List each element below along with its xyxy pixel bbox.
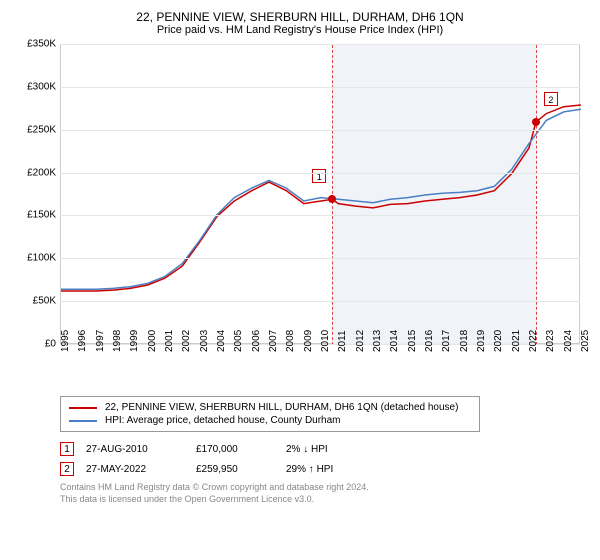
x-axis-label: 1995: [60, 330, 78, 352]
x-axis-label: 2016: [424, 330, 442, 352]
gridline: [60, 87, 580, 88]
y-axis-label: £100K: [20, 253, 56, 264]
tx-price: £170,000: [196, 444, 286, 455]
x-axis-label: 2015: [407, 330, 425, 352]
x-axis-label: 1999: [129, 330, 147, 352]
y-axis-label: £200K: [20, 167, 56, 178]
x-axis-label: 2022: [528, 330, 546, 352]
x-axis-label: 2002: [181, 330, 199, 352]
tx-num: 2: [60, 462, 74, 476]
series-line: [61, 109, 581, 289]
y-axis-label: £300K: [20, 81, 56, 92]
tx-diff: 2% ↓ HPI: [286, 444, 366, 455]
legend-swatch: [69, 407, 97, 409]
credit-text: Contains HM Land Registry data © Crown c…: [60, 482, 580, 505]
x-axis-label: 2018: [459, 330, 477, 352]
x-axis-label: 2023: [545, 330, 563, 352]
x-axis-label: 2017: [441, 330, 459, 352]
x-axis-label: 2014: [389, 330, 407, 352]
gridline: [60, 130, 580, 131]
legend: 22, PENNINE VIEW, SHERBURN HILL, DURHAM,…: [60, 396, 480, 432]
x-axis-label: 2013: [372, 330, 390, 352]
credit-line-2: This data is licensed under the Open Gov…: [60, 494, 580, 506]
x-axis-label: 2021: [511, 330, 529, 352]
x-axis-label: 2003: [199, 330, 217, 352]
gridline: [60, 301, 580, 302]
chart-title: 22, PENNINE VIEW, SHERBURN HILL, DURHAM,…: [20, 10, 580, 24]
x-axis-label: 2011: [337, 330, 355, 352]
x-axis-label: 2020: [493, 330, 511, 352]
legend-label: 22, PENNINE VIEW, SHERBURN HILL, DURHAM,…: [105, 402, 458, 413]
gridline: [60, 44, 580, 45]
x-axis-label: 2019: [476, 330, 494, 352]
x-axis-label: 2000: [147, 330, 165, 352]
y-axis-label: £50K: [20, 296, 56, 307]
x-axis-label: 2010: [320, 330, 338, 352]
x-axis-label: 1998: [112, 330, 130, 352]
chart-subtitle: Price paid vs. HM Land Registry's House …: [20, 24, 580, 36]
marker-dot: [328, 195, 336, 203]
legend-item: HPI: Average price, detached house, Coun…: [69, 414, 471, 427]
x-axis-label: 1997: [95, 330, 113, 352]
x-axis-label: 2009: [303, 330, 321, 352]
x-axis-label: 2025: [580, 330, 598, 352]
legend-swatch: [69, 420, 97, 422]
chart-area: 12 £0£50K£100K£150K£200K£250K£300K£350K1…: [20, 44, 580, 364]
x-axis-label: 2001: [164, 330, 182, 352]
credit-line-1: Contains HM Land Registry data © Crown c…: [60, 482, 580, 494]
x-axis-label: 2012: [355, 330, 373, 352]
y-axis-label: £150K: [20, 210, 56, 221]
transaction-row: 1 27-AUG-2010£170,0002% ↓ HPI: [60, 442, 580, 456]
x-axis-label: 1996: [77, 330, 95, 352]
tx-diff: 29% ↑ HPI: [286, 464, 366, 475]
gridline: [60, 258, 580, 259]
transaction-row: 2 27-MAY-2022£259,95029% ↑ HPI: [60, 462, 580, 476]
marker-dot: [532, 118, 540, 126]
marker-label: 2: [544, 92, 558, 106]
legend-item: 22, PENNINE VIEW, SHERBURN HILL, DURHAM,…: [69, 401, 471, 414]
x-axis-label: 2006: [251, 330, 269, 352]
tx-date: 27-MAY-2022: [86, 464, 196, 475]
gridline: [60, 173, 580, 174]
x-axis-label: 2007: [268, 330, 286, 352]
y-axis-label: £350K: [20, 39, 56, 50]
legend-label: HPI: Average price, detached house, Coun…: [105, 415, 341, 426]
tx-num: 1: [60, 442, 74, 456]
plot-region: 12: [60, 44, 580, 344]
gridline: [60, 215, 580, 216]
marker-vline: [536, 45, 537, 345]
marker-label: 1: [312, 169, 326, 183]
tx-price: £259,950: [196, 464, 286, 475]
x-axis-label: 2004: [216, 330, 234, 352]
y-axis-label: £250K: [20, 124, 56, 135]
x-axis-label: 2005: [233, 330, 251, 352]
tx-date: 27-AUG-2010: [86, 444, 196, 455]
x-axis-label: 2024: [563, 330, 581, 352]
y-axis-label: £0: [20, 339, 56, 350]
transaction-table: 1 27-AUG-2010£170,0002% ↓ HPI 2 27-MAY-2022…: [60, 442, 580, 476]
x-axis-label: 2008: [285, 330, 303, 352]
